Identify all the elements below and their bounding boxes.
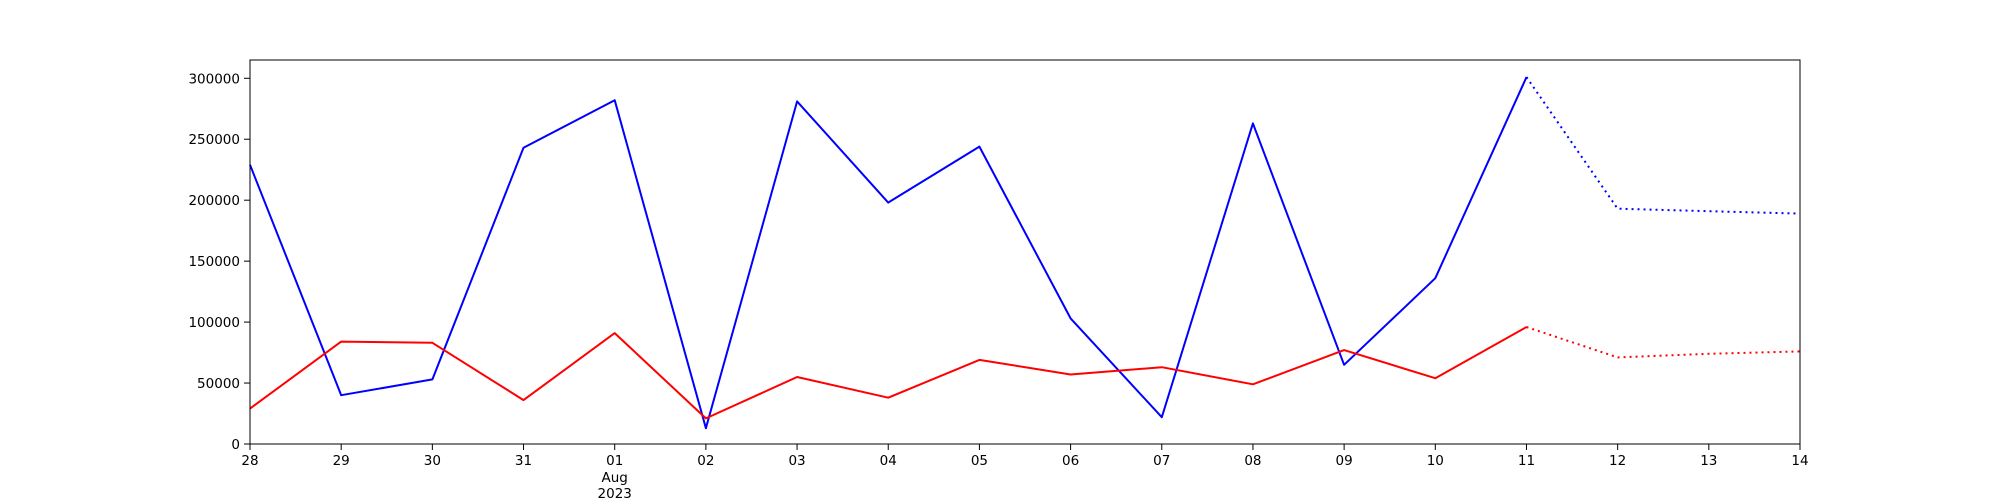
y-axis: 0 50000 100000 150000 200000 250000 300000 xyxy=(188,71,250,453)
x-tick-label: 04 xyxy=(880,453,897,469)
series-line-3 xyxy=(1526,326,1801,359)
x-tick-label: 09 xyxy=(1336,453,1353,469)
series-line-1 xyxy=(1525,76,1801,215)
y-tick-label: 100000 xyxy=(188,315,240,331)
series-layer xyxy=(249,76,1801,430)
x-tick-label: 02 xyxy=(697,453,714,469)
x-tick-label: 13 xyxy=(1700,453,1717,469)
series-line-0 xyxy=(249,76,1528,430)
x-tick-label: 30 xyxy=(424,453,441,469)
x-tick-label: 03 xyxy=(788,453,805,469)
x-tick-sublabel: Aug xyxy=(602,470,628,486)
y-tick-label: 50000 xyxy=(197,376,240,392)
series-line-2 xyxy=(249,326,1527,420)
x-tick-label: 11 xyxy=(1518,453,1535,469)
x-tick-label: 01 xyxy=(606,453,623,469)
x-tick-label: 05 xyxy=(971,453,988,469)
x-tick-label: 14 xyxy=(1791,453,1808,469)
x-tick-label: 07 xyxy=(1153,453,1170,469)
x-tick-label: 29 xyxy=(333,453,350,469)
y-tick-label: 200000 xyxy=(188,193,240,209)
y-tick-label: 150000 xyxy=(188,254,240,270)
plot-frame xyxy=(249,59,1801,445)
x-tick-label: 10 xyxy=(1427,453,1444,469)
x-tick-label: 31 xyxy=(515,453,532,469)
y-tick-label: 250000 xyxy=(188,132,240,148)
x-tick-label: 06 xyxy=(1062,453,1079,469)
y-tick-label: 300000 xyxy=(188,71,240,87)
x-tick-label: 08 xyxy=(1244,453,1261,469)
y-tick-label: 0 xyxy=(231,437,240,453)
x-tick-sublabel: 2023 xyxy=(598,486,632,500)
x-tick-label: 28 xyxy=(241,453,258,469)
x-tick-label: 12 xyxy=(1609,453,1626,469)
